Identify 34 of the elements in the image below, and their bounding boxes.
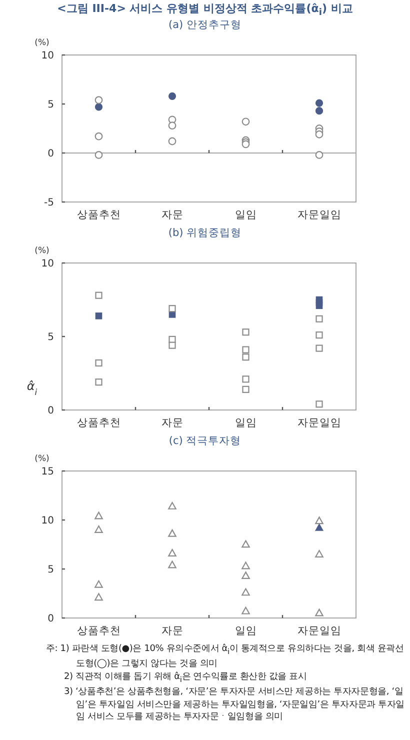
- y-tick-label: 0: [48, 614, 54, 624]
- text: 2) 직관적 이해를 돕기 위해 α̂$_{i}$은 연수익률로 환산한 값을 표시: [64, 670, 308, 686]
- y-tick-label: 0: [48, 406, 54, 416]
- x-tick-label: 자문: [161, 625, 184, 637]
- text: α̂$_{i}$: [26, 379, 38, 397]
- x-tick-label: 자문일임: [297, 625, 342, 637]
- chart-subtitle: (c) 적극투자형: [168, 434, 242, 449]
- y-axis-title: (%): [34, 246, 50, 256]
- text: 3) ‘상품추천’은 상품추천형을, ‘자문’은 투자자문 서비스만 제공하는 투자자문형을, ‘일임’은 투자일임 서비스만을 제공하는 투자일임형을, ‘자문일임’은 투자자문과 투자일임 서비스 모두를 제공하는 투자자문ㆍ일임형을 의미: [64, 686, 406, 724]
- x-tick-label: 자문: [161, 209, 184, 221]
- x-tick-label: 자문일임: [297, 209, 342, 221]
- y-tick-label: -5: [44, 198, 54, 208]
- x-tick-label: 상품추천: [76, 209, 121, 221]
- y-tick-label: 5: [48, 332, 54, 343]
- y-tick-label: 10: [41, 50, 54, 62]
- y-axis-title: (%): [34, 38, 50, 48]
- x-tick-label: 자문일임: [297, 417, 342, 429]
- x-tick-label: 일임: [234, 209, 257, 221]
- x-tick-label: 일임: [234, 417, 257, 429]
- y-tick-label: 0: [48, 148, 54, 160]
- chart-title: <그림 III-4> 서비스 유형별 비정상적 초과수익률(α̂$_{i}$) 비교: [56, 1, 354, 18]
- y-tick-label: 10: [41, 258, 54, 270]
- y-tick-label: 15: [41, 466, 54, 478]
- y-tick-label: 5: [48, 100, 54, 110]
- text: 주: 1) 파란색 도형(●)은 10% 유의수준에서 α̂$_{i}$이 통계적으로 유의하다는 것을, 회색 윤곽선 도형(◯)은 그렇지 않다는 것을 의미: [46, 644, 404, 670]
- y-axis-title: (%): [34, 454, 50, 464]
- y-tick-label: 10: [41, 516, 54, 526]
- chart-subtitle: (a) 안정추구형: [168, 18, 242, 33]
- y-tick-label: 5: [48, 564, 54, 576]
- chart-subtitle: (b) 위험중립형: [167, 226, 243, 241]
- x-tick-label: 상품추천: [76, 417, 121, 429]
- x-tick-label: 일임: [234, 625, 257, 637]
- x-tick-label: 자문: [161, 417, 184, 429]
- x-tick-label: 상품추천: [76, 625, 121, 637]
